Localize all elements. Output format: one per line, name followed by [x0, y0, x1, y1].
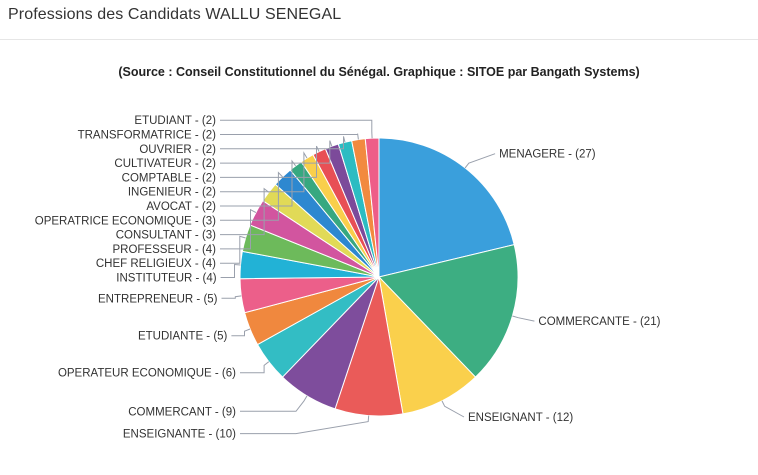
- leader-line-ouvrier: [220, 136, 346, 150]
- slice-label-etudiante: ETUDIANTE - (5): [138, 331, 228, 343]
- leader-line-commercant: [240, 395, 308, 412]
- slice-label-commercante: COMMERCANTE - (21): [538, 316, 660, 328]
- slice-label-entrepreneur: ENTREPRENEUR - (5): [98, 293, 218, 305]
- slice-label-transformatrice: TRANSFORMATRICE - (2): [78, 130, 217, 142]
- slice-label-etudiant: ETUDIANT - (2): [134, 115, 216, 127]
- slice-label-enseignante: ENSEIGNANTE - (10): [123, 429, 236, 441]
- slice-label-professeur: PROFESSEUR - (4): [112, 244, 216, 256]
- leader-line-chef-religieux: [220, 235, 246, 264]
- leader-line-professeur: [220, 208, 257, 250]
- slice-label-commercant: COMMERCANT - (9): [128, 406, 236, 418]
- leader-line-menagere: [464, 153, 496, 169]
- slice-label-menagere: MENAGERE - (27): [499, 149, 596, 161]
- leader-line-enseignant: [441, 400, 465, 418]
- slice-label-instituteur: INSTITUTEUR - (4): [116, 273, 216, 285]
- chart-subtitle: (Source : Conseil Constitutionnel du Sén…: [118, 65, 639, 79]
- slice-label-avocat: AVOCAT - (2): [146, 201, 216, 213]
- page-header: Professions des Candidats WALLU SENEGAL: [0, 0, 758, 40]
- leader-line-etudiant: [220, 119, 373, 139]
- leader-line-transformatrice: [220, 133, 359, 140]
- pie-slice-enseignant[interactable]: [378, 275, 477, 415]
- leader-line-commercante: [512, 315, 535, 322]
- pie-slice-commercante[interactable]: [378, 244, 519, 378]
- leader-line-enseignante: [240, 415, 370, 435]
- leader-line-entrepreneur: [221, 295, 242, 299]
- leader-line-operatrice-economique: [220, 171, 283, 221]
- slice-label-comptable: COMPTABLE - (2): [122, 172, 217, 184]
- leader-line-ingenieur: [220, 151, 308, 193]
- slice-label-chef-religieux: CHEF RELIGIEUX - (4): [96, 258, 216, 270]
- slice-label-ouvrier: OUVRIER - (2): [139, 144, 216, 156]
- slice-label-consultant: CONSULTANT - (3): [116, 230, 216, 242]
- slice-label-cultivateur: CULTIVATEUR - (2): [114, 158, 216, 170]
- leader-line-cultivateur: [220, 140, 333, 164]
- pie-slice-menagere[interactable]: [378, 137, 515, 278]
- slice-label-enseignant: ENSEIGNANT - (12): [468, 412, 573, 424]
- leader-line-instituteur: [220, 263, 241, 278]
- slice-label-ingenieur: INGENIEUR - (2): [128, 187, 216, 199]
- slice-label-operatrice-economique: OPERATRICE ECONOMIQUE - (3): [35, 215, 216, 227]
- page-title: Professions des Candidats WALLU SENEGAL: [8, 6, 342, 23]
- leader-line-consultant: [220, 187, 270, 236]
- leader-line-etudiante: [231, 328, 251, 337]
- slice-label-operateur-economique: OPERATEUR ECONOMIQUE - (6): [58, 368, 236, 380]
- leader-line-operateur-economique: [240, 361, 270, 374]
